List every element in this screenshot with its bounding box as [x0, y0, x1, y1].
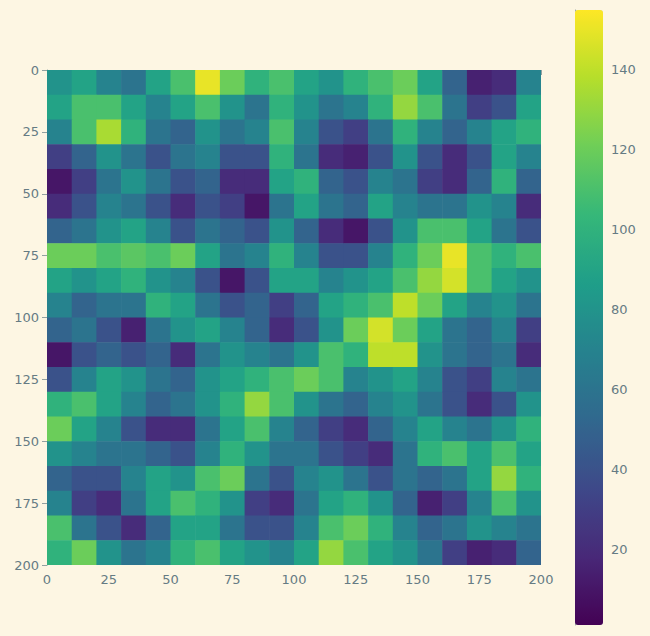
svg-text:100: 100 [611, 222, 636, 237]
svg-text:50: 50 [22, 186, 39, 201]
svg-text:100: 100 [14, 310, 39, 325]
svg-text:150: 150 [14, 434, 39, 449]
svg-text:100: 100 [282, 572, 307, 587]
svg-text:75: 75 [22, 248, 39, 263]
svg-text:25: 25 [22, 124, 39, 139]
svg-text:25: 25 [100, 572, 117, 587]
svg-text:175: 175 [14, 496, 39, 511]
svg-text:125: 125 [343, 572, 368, 587]
svg-text:60: 60 [611, 382, 628, 397]
svg-text:120: 120 [611, 142, 636, 157]
svg-text:200: 200 [529, 572, 554, 587]
svg-text:125: 125 [14, 372, 39, 387]
svg-text:140: 140 [611, 62, 636, 77]
svg-text:80: 80 [611, 302, 628, 317]
svg-text:0: 0 [43, 572, 51, 587]
svg-text:0: 0 [31, 63, 39, 78]
svg-text:175: 175 [467, 572, 492, 587]
svg-text:200: 200 [14, 558, 39, 573]
svg-text:20: 20 [611, 542, 628, 557]
svg-text:40: 40 [611, 462, 628, 477]
svg-text:75: 75 [224, 572, 241, 587]
svg-text:150: 150 [405, 572, 430, 587]
svg-text:50: 50 [162, 572, 179, 587]
